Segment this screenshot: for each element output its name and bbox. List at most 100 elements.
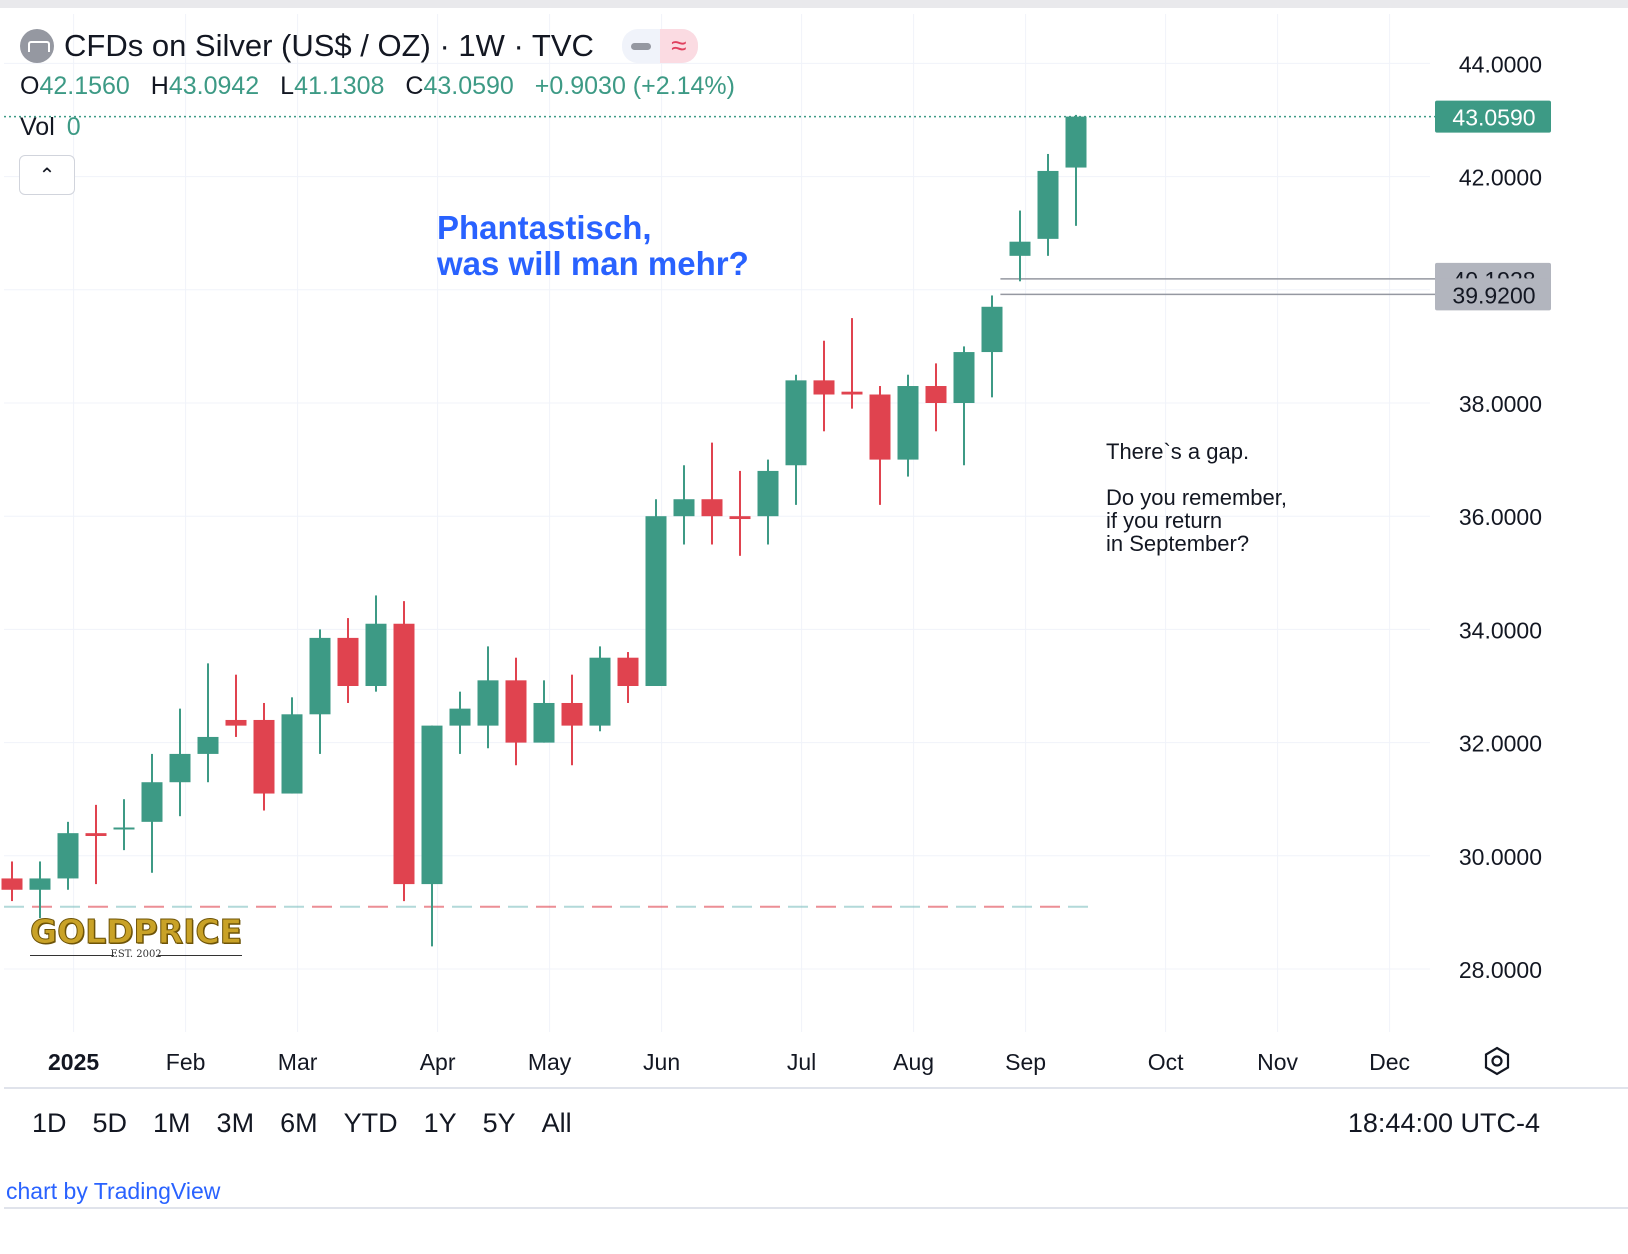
tradingview-credit-link[interactable]: chart by TradingView xyxy=(6,1178,221,1204)
timeframe-3m[interactable]: 3M xyxy=(216,1108,255,1138)
high-value: 43.0942 xyxy=(168,72,260,100)
timeframe-1m[interactable]: 1M xyxy=(153,1108,191,1138)
y-tick-label: 28.0000 xyxy=(1459,957,1542,983)
candle-body xyxy=(589,657,611,726)
candle-body xyxy=(1037,170,1059,239)
annotation-line: if you return xyxy=(1106,508,1223,533)
y-tick-label: 44.0000 xyxy=(1459,51,1542,77)
goldprice-est: EST. 2002 xyxy=(30,949,243,960)
candle-body xyxy=(57,833,79,879)
candle-body xyxy=(757,470,779,517)
candle-body xyxy=(253,719,275,794)
top-strip xyxy=(0,0,1628,8)
high-key: H xyxy=(150,72,169,100)
annotation-line: Phantastisch, xyxy=(437,209,652,246)
candle-body xyxy=(393,623,415,885)
candle-body xyxy=(1,878,23,890)
approx-icon[interactable]: ≈ xyxy=(659,29,698,63)
timezone-clock[interactable]: 18:44:00 UTC-4 xyxy=(1347,1108,1540,1138)
goldprice-wordmark: GOLDPRICE xyxy=(29,912,243,952)
candle-body xyxy=(953,352,975,403)
settings-gear-icon[interactable] xyxy=(1482,1046,1512,1076)
low-value: 41.1308 xyxy=(294,72,385,100)
x-tick-label: Nov xyxy=(1257,1049,1298,1075)
candle-body xyxy=(141,782,163,822)
timeframe-all[interactable]: All xyxy=(541,1108,572,1138)
symbol-title[interactable]: CFDs on Silver (US$ / OZ) · 1W · TVC xyxy=(64,28,594,63)
annotation-line: Do you remember, xyxy=(1106,485,1287,510)
y-tick-label: 34.0000 xyxy=(1459,617,1542,643)
candle-body xyxy=(113,827,135,830)
candle-body xyxy=(477,680,499,726)
price-label-box xyxy=(1435,100,1551,133)
timeframe-5y[interactable]: 5Y xyxy=(482,1108,516,1138)
candle-body xyxy=(1009,241,1031,256)
timeframe-6m[interactable]: 6M xyxy=(280,1108,318,1138)
open-value: 42.1560 xyxy=(39,72,130,100)
annotation-phantastisch[interactable]: Phantastisch, was will man mehr? xyxy=(437,210,749,282)
annotation-line: was will man mehr? xyxy=(437,245,749,282)
volume-label: Vol xyxy=(20,113,55,141)
minus-icon[interactable] xyxy=(622,29,660,63)
candle-body xyxy=(841,391,863,395)
symbol-logo-icon xyxy=(20,29,54,63)
candle-body xyxy=(281,714,303,794)
timeframe-5d[interactable]: 5D xyxy=(92,1108,128,1138)
candle-body xyxy=(505,680,527,743)
candle-body xyxy=(1065,116,1087,168)
indicator-toggle[interactable]: ≈ xyxy=(621,29,698,63)
y-tick-label: 38.0000 xyxy=(1459,391,1542,417)
candle-body xyxy=(981,306,1003,353)
candle-body xyxy=(673,499,695,517)
price-label-text: 39.9200 xyxy=(1452,282,1535,308)
chart-panel xyxy=(4,12,1628,1209)
candle-body xyxy=(813,380,835,395)
collapse-legend-button[interactable]: ⌃ xyxy=(19,155,75,195)
price-label-text: 43.0590 xyxy=(1452,105,1535,131)
ohlc-values: O42.1560 H43.0942 L41.1308 C43.0590 +0.9… xyxy=(20,72,749,101)
annotation-line: There`s a gap. xyxy=(1106,439,1250,464)
annotation-line: in September? xyxy=(1106,531,1250,556)
x-tick-label: May xyxy=(528,1049,572,1075)
x-tick-label: Feb xyxy=(166,1049,206,1075)
candle-body xyxy=(29,878,51,890)
candle-body xyxy=(561,702,583,726)
candle-body xyxy=(785,380,807,466)
candle-body xyxy=(197,736,219,754)
candle-body xyxy=(225,719,247,726)
candle-body xyxy=(337,637,359,686)
candle-body xyxy=(365,623,387,686)
candle-body xyxy=(169,753,191,783)
timeframe-1d[interactable]: 1D xyxy=(32,1108,67,1138)
close-value: 43.0590 xyxy=(423,72,514,100)
goldprice-logo: GOLDPRICE EST. 2002 xyxy=(29,912,243,961)
symbol-legend[interactable]: CFDs on Silver (US$ / OZ) · 1W · TVC ≈ xyxy=(20,28,698,64)
annotation-gap[interactable]: There`s a gap. Do you remember, if you r… xyxy=(1106,440,1287,555)
candle-body xyxy=(729,516,751,520)
candle-body xyxy=(869,394,891,460)
y-tick-label: 42.0000 xyxy=(1459,165,1542,191)
y-tick-label: 30.0000 xyxy=(1459,844,1542,870)
candle-body xyxy=(617,657,639,686)
y-tick-label: 36.0000 xyxy=(1459,504,1542,530)
candle-body xyxy=(897,386,919,460)
candle-body xyxy=(925,386,947,403)
y-tick-label: 32.0000 xyxy=(1459,731,1542,757)
x-tick-label: Oct xyxy=(1148,1049,1184,1075)
candle-body xyxy=(309,637,331,715)
candle-body xyxy=(533,702,555,743)
volume-legend[interactable]: Vol 0 xyxy=(20,113,81,142)
timeframe-1y[interactable]: 1Y xyxy=(423,1108,457,1138)
candle-body xyxy=(449,708,471,726)
chevron-up-icon: ⌃ xyxy=(38,164,56,187)
x-tick-label: Dec xyxy=(1369,1049,1410,1075)
x-tick-label: Aug xyxy=(893,1049,934,1075)
x-tick-label: Jun xyxy=(643,1049,680,1075)
low-key: L xyxy=(280,72,295,100)
timeframe-ytd[interactable]: YTD xyxy=(343,1108,398,1138)
close-key: C xyxy=(405,72,424,100)
candle-body xyxy=(85,833,107,836)
change-value: +0.9030 (+2.14%) xyxy=(534,72,735,100)
timeframe-bar: 1D 5D 1M 3M 6M YTD 1Y 5Y All xyxy=(32,1108,598,1139)
